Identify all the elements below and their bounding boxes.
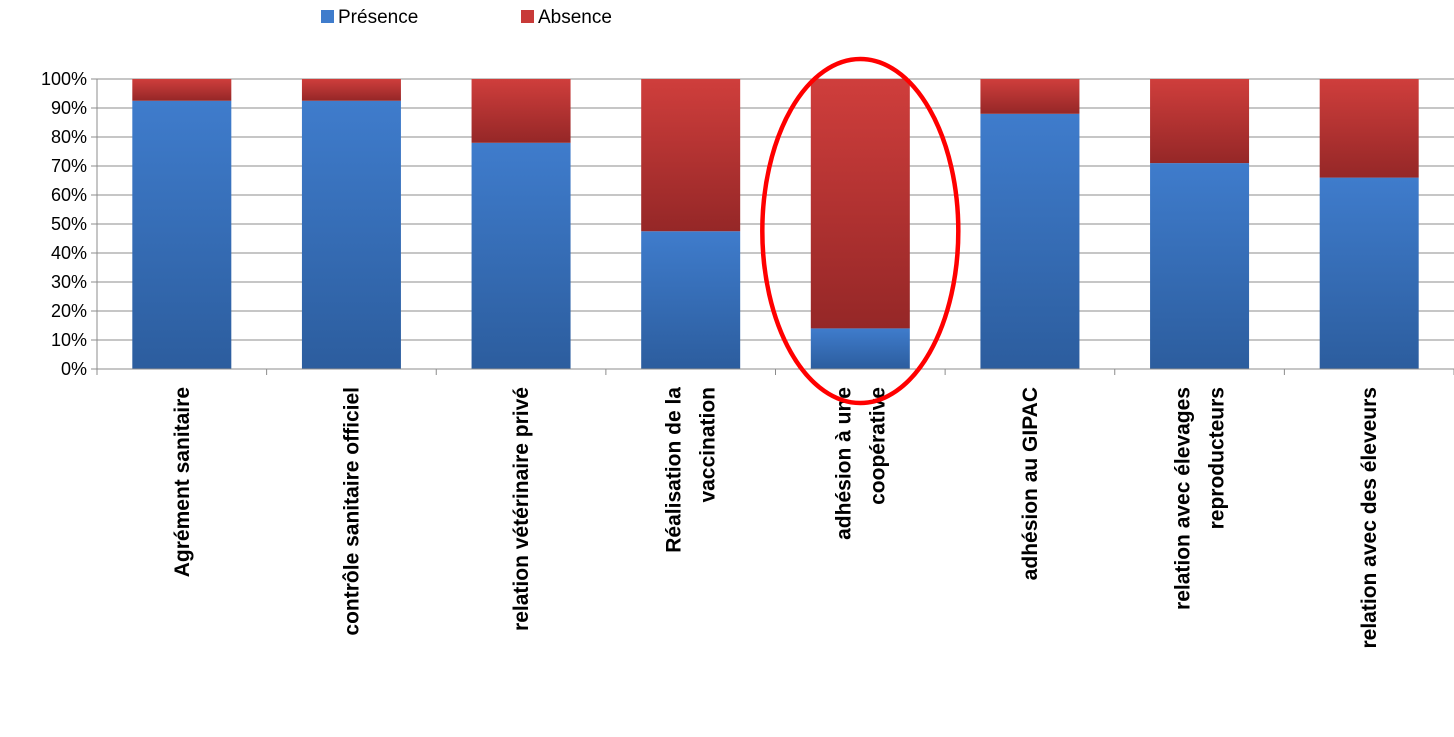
x-category-label-line: adhésion au GIPAC: [1019, 387, 1042, 580]
x-category-label-line: Agrément sanitaire: [171, 387, 194, 577]
y-tick-label: 40%: [51, 243, 87, 263]
bar-presence-1: [132, 100, 232, 369]
y-tick-label: 20%: [51, 301, 87, 321]
x-category-label-line: adhésion à une: [832, 387, 855, 540]
y-tick-label: 50%: [51, 214, 87, 234]
highlight-ellipse: [760, 56, 961, 406]
y-tick-label: 70%: [51, 156, 87, 176]
bar-presence-8: [1319, 177, 1419, 369]
x-category-label-line: vaccination: [697, 387, 720, 503]
axes: [91, 79, 1454, 375]
y-axis-tick-labels: 0% 10% 20% 30% 40% 50% 60% 70% 80% 90% 100%: [41, 69, 87, 379]
bar-presence-5: [810, 328, 910, 369]
highlight: [760, 56, 961, 406]
y-tick-label: 80%: [51, 127, 87, 147]
bar-absence-1: [132, 79, 232, 101]
legend-swatch-presence: [321, 10, 334, 23]
y-tick-label: 90%: [51, 98, 87, 118]
y-tick-label: 30%: [51, 272, 87, 292]
x-category-label-4: Réalisation de la vaccination: [663, 387, 720, 553]
x-category-label-line: relation vétérinaire privé: [510, 387, 533, 631]
gridlines: [91, 78, 1454, 370]
x-category-label-5: adhésion à une coopérative: [832, 387, 889, 540]
bar-absence-6: [980, 79, 1080, 114]
bar-absence-2: [301, 79, 401, 101]
bar-presence-6: [980, 113, 1080, 369]
legend-label-presence: Présence: [338, 7, 418, 28]
x-category-label-7: relation avec élevages reproducteurs: [1172, 387, 1229, 610]
x-category-label-6: adhésion au GIPAC: [1019, 387, 1042, 580]
y-tick-label: 60%: [51, 185, 87, 205]
bar-absence-7: [1150, 79, 1250, 164]
x-category-label-line: coopérative: [866, 387, 889, 505]
x-category-label-line: reproducteurs: [1206, 387, 1229, 529]
y-tick-label: 10%: [51, 330, 87, 350]
x-category-label-line: relation avec des éleveurs: [1358, 387, 1381, 649]
bar-absence-4: [641, 79, 741, 232]
bar-absence-8: [1319, 79, 1419, 178]
bar-presence-4: [641, 231, 741, 369]
x-category-label-line: contrôle sanitaire officiel: [340, 387, 363, 636]
bar-absence-3: [471, 79, 571, 143]
x-category-label-line: Réalisation de la: [663, 387, 686, 553]
bars: [132, 79, 1419, 369]
bar-absence-5: [810, 79, 910, 329]
legend-swatch-absence: [521, 10, 534, 23]
x-category-label-3: relation vétérinaire privé: [510, 387, 533, 631]
y-tick-label: 100%: [41, 69, 87, 89]
x-category-label-8: relation avec des éleveurs: [1358, 387, 1381, 649]
category-labels: Agrément sanitaire contrôle sanitaire off…: [171, 387, 1381, 649]
legend: Présence Absence: [321, 7, 612, 28]
bar-presence-3: [471, 142, 571, 369]
bar-presence-2: [301, 100, 401, 369]
bar-presence-7: [1150, 163, 1250, 369]
x-category-label-line: relation avec élevages: [1172, 387, 1195, 610]
y-tick-label: 0%: [61, 359, 87, 379]
x-category-label-2: contrôle sanitaire officiel: [340, 387, 363, 636]
legend-label-absence: Absence: [538, 7, 612, 28]
x-category-label-1: Agrément sanitaire: [171, 387, 194, 577]
